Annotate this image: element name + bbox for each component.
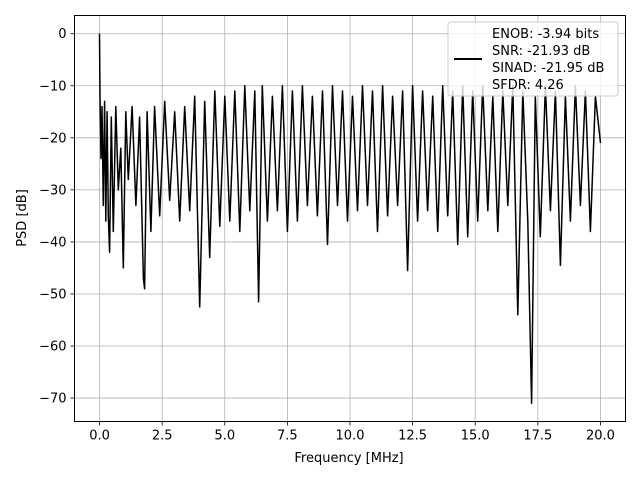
x-tick-label: 10.0 xyxy=(336,429,365,444)
series-layer xyxy=(98,33,602,405)
y-tick-label: 0 xyxy=(58,27,66,42)
y-tick-label: −70 xyxy=(39,392,66,407)
x-tick-label: 7.5 xyxy=(277,429,298,444)
x-tick-label: 20.0 xyxy=(586,429,615,444)
legend: ENOB: -3.94 bits SNR: -21.93 dB SINAD: -… xyxy=(447,21,619,97)
legend-entry-sinad: SINAD: -21.95 dB xyxy=(492,61,604,76)
psd-series-line xyxy=(98,33,602,405)
x-ticks: 0.0 2.5 5.0 7.5 10.0 12.5 15.0 17.5 20.0 xyxy=(89,421,615,444)
legend-box xyxy=(447,21,619,97)
y-ticks: 0 −10 −20 −30 −40 −50 −60 −70 xyxy=(39,27,75,407)
legend-entry-enob: ENOB: -3.94 bits xyxy=(492,27,599,42)
y-tick-label: −50 xyxy=(39,287,66,302)
x-tick-label: 12.5 xyxy=(398,429,427,444)
y-tick-label: −20 xyxy=(39,131,66,146)
y-tick-label: −40 xyxy=(39,235,66,250)
x-tick-label: 2.5 xyxy=(152,429,173,444)
legend-entry-sfdr: SFDR: 4.26 xyxy=(492,78,564,93)
x-tick-label: 15.0 xyxy=(461,429,490,444)
legend-entry-snr: SNR: -21.93 dB xyxy=(492,44,590,59)
x-axis-label: Frequency [MHz] xyxy=(294,451,403,466)
y-tick-label: −30 xyxy=(39,183,66,198)
x-tick-label: 17.5 xyxy=(523,429,552,444)
x-tick-label: 0.0 xyxy=(89,429,110,444)
y-tick-label: −10 xyxy=(39,79,66,94)
y-axis-label: PSD [dB] xyxy=(15,189,30,247)
x-tick-label: 5.0 xyxy=(214,429,235,444)
y-tick-label: −60 xyxy=(39,340,66,355)
